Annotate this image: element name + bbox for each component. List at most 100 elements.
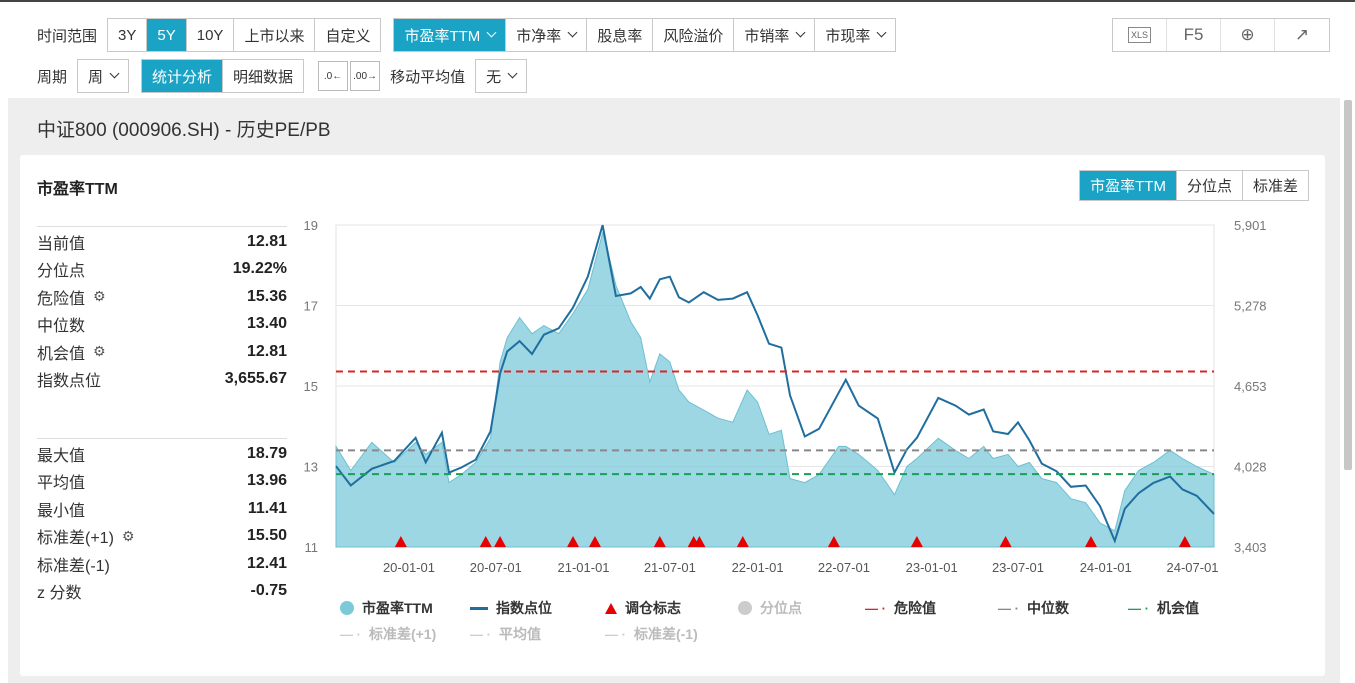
- export-xls-button[interactable]: XLS: [1113, 19, 1167, 51]
- stat-row: 当前值 12.81: [37, 228, 287, 256]
- metric-button-2[interactable]: 股息率: [587, 19, 654, 51]
- stat-key: 平均值: [37, 469, 85, 493]
- toolbar-row-1: 时间范围 3Y 5Y 10Y 上市以来 自定义 市盈率TTM 市净率 股息率 风险溢价 市销率 市…: [37, 18, 897, 52]
- stat-row: 分位点 19.22%: [37, 256, 287, 284]
- top-rule: [0, 0, 1355, 2]
- metric-button-0[interactable]: 市盈率TTM: [394, 19, 507, 51]
- refresh-f5-button[interactable]: F5: [1167, 19, 1221, 51]
- plus-circle-icon: ⊕: [1240, 25, 1255, 44]
- legend-label: 标准差(+1): [368, 626, 437, 642]
- stat-row: 危险值 ⚙ 15.36: [37, 283, 287, 311]
- decimal-increase-button[interactable]: .00→: [350, 61, 381, 91]
- period-select[interactable]: 周: [77, 59, 130, 93]
- legend-label: 分位点: [760, 600, 802, 616]
- stat-key: 中位数: [37, 312, 85, 336]
- range-button-label: 10Y: [196, 26, 224, 44]
- period-label: 周期: [37, 68, 68, 86]
- seg-button-1[interactable]: 分位点: [1176, 171, 1243, 200]
- metric-button-3[interactable]: 风险溢价: [653, 19, 735, 51]
- stat-key: 最小值: [37, 497, 85, 521]
- legend-item[interactable]: — · 危险值: [865, 598, 936, 618]
- view-button-1[interactable]: 明细数据: [223, 60, 304, 92]
- stat-key: 机会值 ⚙: [37, 340, 106, 364]
- chevron-down-icon: [567, 27, 578, 38]
- metric-button-1[interactable]: 市净率: [506, 19, 588, 51]
- stat-value: 13.96: [246, 472, 287, 490]
- view-button-label: 统计分析: [152, 68, 213, 86]
- stat-label: 标准差(+1): [37, 530, 114, 548]
- range-button-3[interactable]: 上市以来: [234, 19, 316, 51]
- legend-item[interactable]: — · 标准差(-1): [605, 624, 698, 644]
- stat-key: 指数点位: [37, 367, 101, 391]
- view-button-group: 统计分析 明细数据: [141, 59, 305, 93]
- legend-dot-icon: [738, 601, 752, 615]
- stat-key: 标准差(-1): [37, 552, 110, 576]
- xls-icon: XLS: [1127, 27, 1151, 43]
- seg-button-label: 标准差: [1252, 178, 1298, 195]
- chevron-down-icon: [507, 68, 518, 79]
- ma-select[interactable]: 无: [475, 59, 528, 93]
- legend-item[interactable]: 调仓标志: [605, 598, 681, 618]
- chevron-down-icon: [486, 27, 497, 38]
- stat-row: z 分数 -0.75: [37, 578, 287, 606]
- range-label: 时间范围: [37, 27, 98, 45]
- range-button-4[interactable]: 自定义: [315, 19, 381, 51]
- view-button-0[interactable]: 统计分析: [142, 60, 224, 92]
- stat-key: 当前值: [37, 230, 85, 254]
- legend-dash-icon: — ·: [1128, 600, 1149, 616]
- legend-dash-icon: — ·: [998, 600, 1019, 616]
- metric-button-label: 市净率: [516, 27, 562, 45]
- gear-icon[interactable]: ⚙: [121, 527, 135, 544]
- scrollbar[interactable]: [1344, 100, 1352, 470]
- gear-icon[interactable]: ⚙: [93, 343, 106, 360]
- metric-button-label: 市现率: [825, 27, 871, 45]
- stat-label: 分位点: [37, 263, 86, 281]
- range-button-label: 3Y: [118, 26, 137, 44]
- seg-button-2[interactable]: 标准差: [1242, 171, 1308, 200]
- legend-label: 中位数: [1026, 600, 1069, 616]
- range-button-1[interactable]: 5Y: [147, 19, 187, 51]
- external-link-icon: ↗: [1294, 25, 1310, 44]
- chart-mode-segment: 市盈率TTM 分位点 标准差: [1079, 170, 1309, 201]
- stat-key: 分位点: [37, 257, 85, 281]
- legend-label: 调仓标志: [625, 600, 681, 616]
- legend-item[interactable]: 市盈率TTM: [340, 598, 433, 618]
- range-button-2[interactable]: 10Y: [186, 19, 235, 51]
- stat-label: 指数点位: [37, 373, 102, 391]
- legend-item[interactable]: — · 机会值: [1128, 598, 1199, 618]
- range-button-0[interactable]: 3Y: [108, 19, 148, 51]
- decimal-decrease-button[interactable]: .0←: [318, 61, 349, 91]
- chevron-down-icon: [876, 27, 887, 38]
- gear-icon[interactable]: ⚙: [93, 288, 106, 305]
- metric-button-5[interactable]: 市现率: [815, 19, 896, 51]
- stat-value: -0.75: [250, 582, 287, 600]
- decimal-increase-icon: .00→: [353, 70, 378, 82]
- seg-button-label: 分位点: [1186, 178, 1232, 195]
- stat-label: 机会值: [37, 345, 86, 363]
- stat-label: 当前值: [37, 235, 86, 253]
- legend-item[interactable]: — · 标准差(+1): [340, 624, 436, 644]
- view-button-label: 明细数据: [233, 68, 294, 86]
- chevron-down-icon: [795, 27, 806, 38]
- range-button-label: 自定义: [325, 27, 371, 45]
- stat-value: 12.41: [246, 554, 287, 572]
- seg-button-0[interactable]: 市盈率TTM: [1080, 171, 1177, 200]
- legend-item[interactable]: 指数点位: [470, 598, 552, 618]
- stat-row: 中位数 13.40: [37, 311, 287, 339]
- stat-value: 3,655.67: [224, 370, 287, 388]
- metric-button-label: 市销率: [744, 27, 790, 45]
- legend-item[interactable]: — · 平均值: [470, 624, 541, 644]
- stats-panel-summary: 最大值 18.79 平均值 13.96 最小值 11.41 标准差(+1) ⚙ 15.50 标准差…: [37, 438, 287, 605]
- stat-label: 平均值: [37, 475, 86, 493]
- popout-button[interactable]: ↗: [1275, 19, 1329, 51]
- ma-value: 无: [486, 68, 502, 86]
- stat-label: z 分数: [37, 585, 82, 603]
- stat-row: 平均值 13.96: [37, 468, 287, 496]
- stat-value: 11.41: [247, 499, 287, 517]
- add-button[interactable]: ⊕: [1221, 19, 1275, 51]
- metric-button-4[interactable]: 市销率: [734, 19, 816, 51]
- legend-item[interactable]: — · 中位数: [998, 598, 1069, 618]
- stat-label: 中位数: [37, 318, 86, 336]
- legend-item[interactable]: 分位点: [738, 598, 802, 618]
- range-button-label: 上市以来: [244, 27, 305, 45]
